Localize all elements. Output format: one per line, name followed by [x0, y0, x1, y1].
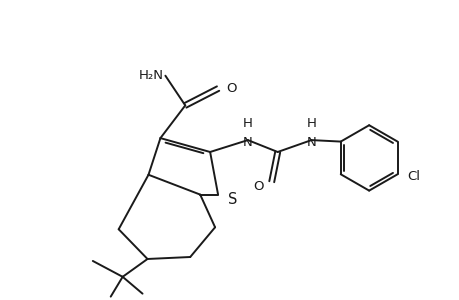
Text: H: H [306, 117, 316, 130]
Text: S: S [228, 192, 237, 207]
Text: N: N [306, 136, 316, 148]
Text: N: N [242, 136, 252, 148]
Text: Cl: Cl [407, 170, 420, 183]
Text: H₂N: H₂N [138, 69, 163, 82]
Text: H: H [242, 117, 252, 130]
Text: O: O [253, 180, 263, 193]
Text: O: O [225, 82, 236, 95]
